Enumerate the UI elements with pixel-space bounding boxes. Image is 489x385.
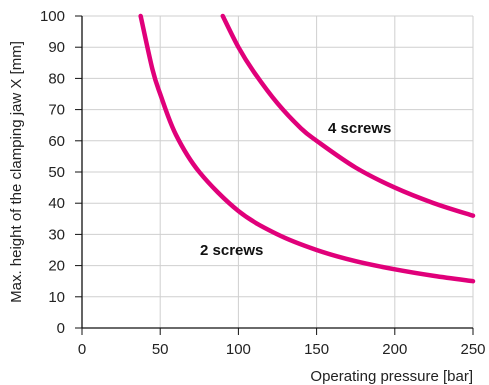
y-tick-label: 50	[48, 164, 65, 181]
y-tick-label: 100	[40, 8, 65, 25]
x-tick-label: 50	[152, 341, 169, 358]
y-axis-label: Max. height of the clamping jaw X [mm]	[8, 41, 25, 303]
series-line-2-screws	[138, 13, 476, 284]
grid	[82, 15, 474, 328]
y-tick-label: 70	[48, 102, 65, 119]
x-tick-label: 150	[304, 341, 329, 358]
series-label-2-screws: 2 screws	[200, 242, 263, 259]
x-tick-label: 100	[226, 341, 251, 358]
x-tick-label: 0	[78, 341, 86, 358]
y-tick-label: 80	[48, 70, 65, 87]
y-tick-label: 10	[48, 289, 65, 306]
x-axis-label: Operating pressure [bar]	[310, 368, 473, 385]
series-line-4-screws	[220, 13, 476, 218]
y-tick-labels: 0 10 20 30 40 50 60 70 80 90 100	[40, 8, 82, 337]
series-curves	[138, 13, 476, 284]
x-tick-label: 250	[460, 341, 485, 358]
y-tick-label: 30	[48, 226, 65, 243]
y-tick-label: 0	[57, 320, 65, 337]
y-tick-label: 90	[48, 39, 65, 56]
x-tick-labels: 0 50 100 150 200 250	[78, 328, 486, 358]
y-tick-label: 40	[48, 195, 65, 212]
y-tick-label: 60	[48, 133, 65, 150]
y-tick-label: 20	[48, 258, 65, 275]
x-tick-label: 200	[382, 341, 407, 358]
series-label-4-screws: 4 screws	[328, 120, 391, 137]
